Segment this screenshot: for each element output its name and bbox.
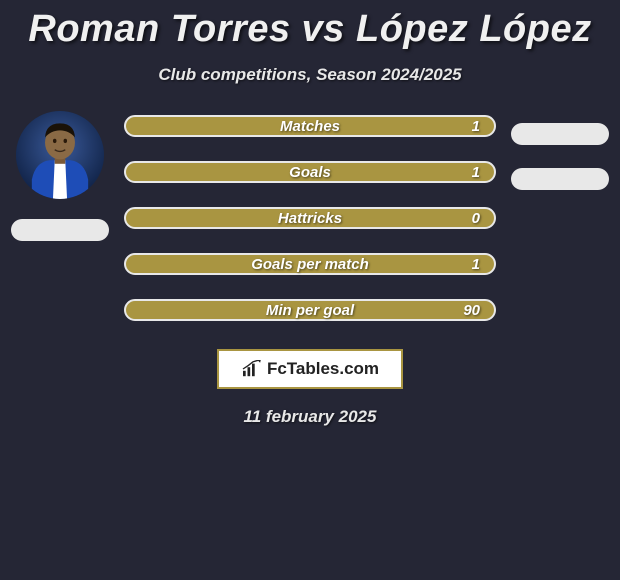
stat-value: 90: [463, 302, 480, 319]
stat-row-goals-per-match: Goals per match 1: [124, 253, 496, 275]
stat-label: Min per goal: [266, 302, 354, 319]
source-logo[interactable]: FcTables.com: [217, 349, 403, 389]
stat-row-matches: Matches 1: [124, 115, 496, 137]
player-left-col: [0, 115, 120, 321]
page-title: Roman Torres vs López López: [28, 8, 591, 51]
stat-label: Matches: [280, 118, 340, 135]
stat-value: 0: [472, 210, 480, 227]
stat-value: 1: [472, 118, 480, 135]
stat-value: 1: [472, 256, 480, 273]
date-text: 11 february 2025: [244, 407, 377, 427]
player-right-pill-1: [511, 123, 609, 145]
stat-value: 1: [472, 164, 480, 181]
stat-label: Hattricks: [278, 210, 342, 227]
stat-label: Goals: [289, 164, 331, 181]
stat-row-min-per-goal: Min per goal 90: [124, 299, 496, 321]
comparison-card: Roman Torres vs López López Club competi…: [0, 0, 620, 427]
subtitle: Club competitions, Season 2024/2025: [158, 65, 461, 85]
stat-label: Goals per match: [251, 256, 369, 273]
stats-area: Matches 1 Goals 1 Hattricks 0 Goals per …: [0, 115, 620, 321]
player-right-pill-2: [511, 168, 609, 190]
player-left-name-pill: [11, 219, 109, 241]
logo-text: FcTables.com: [267, 359, 379, 379]
bar-chart-icon: [241, 360, 263, 378]
avatar-icon: [16, 111, 104, 199]
stat-row-hattricks: Hattricks 0: [124, 207, 496, 229]
stat-row-goals: Goals 1: [124, 161, 496, 183]
stats-bars: Matches 1 Goals 1 Hattricks 0 Goals per …: [120, 115, 500, 321]
player-left-avatar: [16, 111, 104, 199]
player-right-col: [500, 115, 620, 321]
